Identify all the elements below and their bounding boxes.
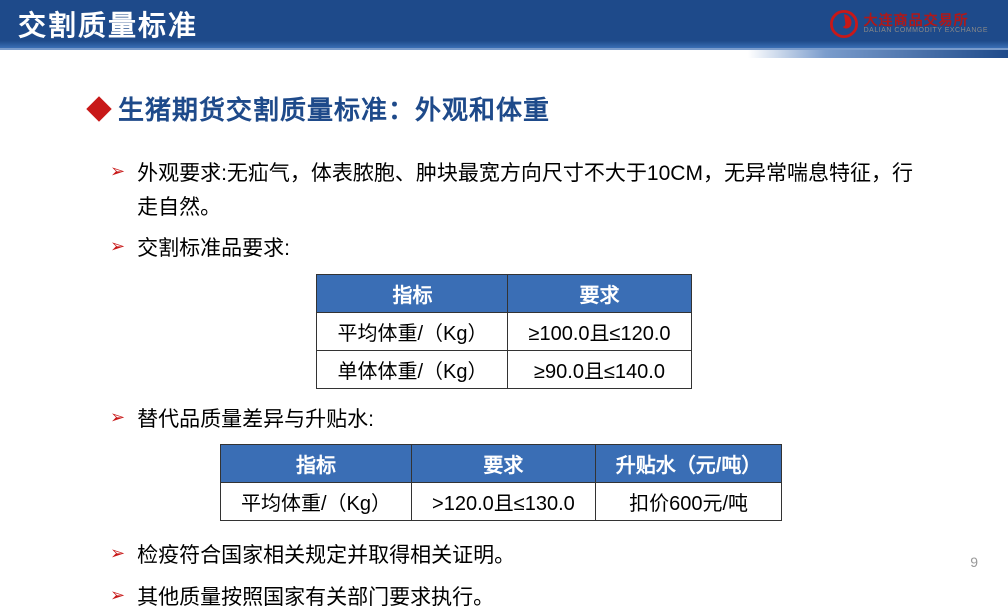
arrow-bullet-icon: ➢ (110, 581, 125, 610)
td: 平均体重/（Kg） (221, 483, 412, 521)
table-row: 平均体重/（Kg） ≥100.0且≤120.0 (317, 312, 691, 350)
td: >120.0且≤130.0 (412, 483, 596, 521)
header-accent-bar (748, 50, 1008, 58)
th: 指标 (221, 445, 412, 483)
table-row: 平均体重/（Kg） >120.0且≤130.0 扣价600元/吨 (221, 483, 782, 521)
bullet-item: ➢ 其他质量按照国家有关部门要求执行。 (90, 581, 918, 615)
logo-text: 大连商品交易所 DALIAN COMMODITY EXCHANGE (864, 13, 988, 34)
table-row: 单体体重/（Kg） ≥90.0且≤140.0 (317, 350, 691, 388)
td: ≥100.0且≤120.0 (508, 312, 691, 350)
header-bar: 交割质量标准 大连商品交易所 DALIAN COMMODITY EXCHANGE (0, 0, 1008, 50)
bullet-text: 检疫符合国家相关规定并取得相关证明。 (137, 539, 515, 573)
td: 扣价600元/吨 (595, 483, 782, 521)
header-title: 交割质量标准 (0, 4, 198, 44)
bullet-item: ➢ 检疫符合国家相关规定并取得相关证明。 (90, 539, 918, 573)
bullet-text: 其他质量按照国家有关部门要求执行。 (137, 581, 494, 615)
page-number: 9 (970, 554, 978, 570)
main-heading: 生猪期货交割质量标准：外观和体重 (90, 90, 918, 127)
standard-table: 指标 要求 平均体重/（Kg） ≥100.0且≤120.0 单体体重/（Kg） … (316, 274, 691, 389)
arrow-bullet-icon: ➢ (110, 403, 125, 432)
th: 要求 (412, 445, 596, 483)
td: 平均体重/（Kg） (317, 312, 508, 350)
main-heading-text: 生猪期货交割质量标准：外观和体重 (118, 90, 550, 127)
table1-wrap: 指标 要求 平均体重/（Kg） ≥100.0且≤120.0 单体体重/（Kg） … (90, 274, 918, 389)
arrow-bullet-icon: ➢ (110, 232, 125, 261)
slide-content: 生猪期货交割质量标准：外观和体重 ➢ 外观要求:无疝气，体表脓胞、肿块最宽方向尺… (0, 50, 1008, 615)
bullet-item: ➢ 外观要求:无疝气，体表脓胞、肿块最宽方向尺寸不大于10CM，无异常喘息特征，… (90, 157, 918, 224)
td: 单体体重/（Kg） (317, 350, 508, 388)
arrow-bullet-icon: ➢ (110, 157, 125, 186)
logo-swirl-icon (830, 10, 858, 38)
bullet-item: ➢ 替代品质量差异与升贴水: (90, 403, 918, 437)
bullet-item: ➢ 交割标准品要求: (90, 232, 918, 266)
bullet-text: 外观要求:无疝气，体表脓胞、肿块最宽方向尺寸不大于10CM，无异常喘息特征，行走… (137, 157, 918, 224)
logo-text-en: DALIAN COMMODITY EXCHANGE (864, 27, 988, 35)
th: 要求 (508, 274, 691, 312)
arrow-bullet-icon: ➢ (110, 539, 125, 568)
th: 升贴水（元/吨） (595, 445, 782, 483)
logo: 大连商品交易所 DALIAN COMMODITY EXCHANGE (830, 10, 988, 38)
diamond-bullet-icon (86, 96, 111, 121)
bullet-text: 交割标准品要求: (137, 232, 290, 266)
bullet-text: 替代品质量差异与升贴水: (137, 403, 374, 437)
td: ≥90.0且≤140.0 (508, 350, 691, 388)
table2-wrap: 指标 要求 升贴水（元/吨） 平均体重/（Kg） >120.0且≤130.0 扣… (90, 444, 918, 521)
th: 指标 (317, 274, 508, 312)
premium-discount-table: 指标 要求 升贴水（元/吨） 平均体重/（Kg） >120.0且≤130.0 扣… (220, 444, 782, 521)
